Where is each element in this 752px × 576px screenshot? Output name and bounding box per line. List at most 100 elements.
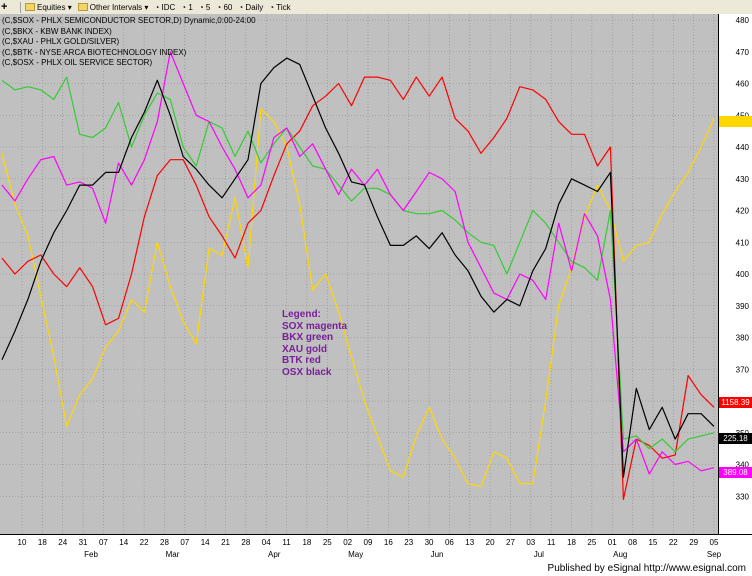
x-tick-label: 09 bbox=[364, 538, 373, 547]
legend-box-line: OSX black bbox=[282, 366, 332, 378]
legend-box-line: BTK red bbox=[282, 355, 321, 366]
interval-60-button[interactable]: ◔ 60 bbox=[215, 1, 233, 14]
x-tick-label: 03 bbox=[526, 538, 535, 547]
clock-icon: ◔ bbox=[154, 2, 160, 12]
interval-5-button[interactable]: ◔ 5 bbox=[198, 1, 212, 14]
equities-label: Equities bbox=[37, 2, 66, 12]
legend-annotation: Legend: SOX magenta BKX green XAU gold B… bbox=[282, 309, 347, 378]
y-tick-label: 430 bbox=[736, 175, 750, 184]
x-tick-label: 15 bbox=[648, 538, 657, 547]
clock-icon: ◔ bbox=[181, 2, 187, 12]
folder-icon bbox=[77, 3, 88, 11]
plot-area[interactable] bbox=[0, 14, 718, 534]
interval-1-button[interactable]: ◔ 1 bbox=[180, 1, 194, 14]
x-tick-label: 02 bbox=[343, 538, 352, 547]
legend-box-line: XAU gold bbox=[282, 343, 327, 355]
idc-button[interactable]: ◔ IDC bbox=[153, 1, 176, 14]
footer: Published by eSignal http://www.esignal.… bbox=[0, 562, 752, 576]
chevron-down-icon: ▾ bbox=[67, 2, 72, 12]
x-tick-label: 25 bbox=[587, 538, 596, 547]
price-tag-btk: 1158.39 bbox=[719, 397, 752, 408]
x-tick-label: 28 bbox=[160, 538, 169, 547]
x-tick-label: 14 bbox=[201, 538, 210, 547]
y-tick-label: 460 bbox=[736, 80, 750, 89]
x-month-label: May bbox=[348, 550, 363, 559]
other-intervals-dropdown[interactable]: Other Intervals ▾ bbox=[77, 1, 150, 14]
x-month-label: Feb bbox=[84, 550, 98, 559]
y-tick-label: 370 bbox=[736, 365, 750, 374]
price-tag-sox: 389.08 bbox=[719, 467, 752, 478]
y-axis-ticks: 3303403503603703803904004104204304404504… bbox=[736, 16, 750, 501]
x-tick-label: 14 bbox=[119, 538, 128, 547]
interval-5-label: 5 bbox=[205, 2, 211, 12]
series-line-btk bbox=[1, 76, 715, 500]
x-tick-label: 11 bbox=[282, 538, 291, 547]
y-tick-label: 410 bbox=[736, 238, 750, 247]
y-tick-label: 400 bbox=[736, 270, 750, 279]
x-tick-label: 30 bbox=[425, 538, 434, 547]
x-tick-label: 18 bbox=[567, 538, 576, 547]
interval-tick-label: Tick bbox=[276, 2, 291, 12]
x-tick-label: 20 bbox=[486, 538, 495, 547]
legend-sox: (C,$SOX - PHLX SEMICONDUCTOR SECTOR,D) D… bbox=[2, 16, 256, 25]
x-tick-label: 16 bbox=[384, 538, 393, 547]
x-month-label: Aug bbox=[613, 550, 627, 559]
toolbar-divider bbox=[20, 1, 21, 13]
clock-icon: ◔ bbox=[238, 2, 244, 12]
interval-daily-label: Daily bbox=[245, 2, 264, 12]
legend-xau: (C,$XAU - PHLX GOLD/SILVER) bbox=[2, 37, 120, 46]
y-tick-label: 450 bbox=[736, 111, 750, 120]
equities-dropdown[interactable]: Equities ▾ bbox=[24, 1, 73, 14]
legend-bkx: (C,$BKX - KBW BANK INDEX) bbox=[2, 26, 112, 36]
x-tick-label: 22 bbox=[669, 538, 678, 547]
x-month-label: Apr bbox=[268, 550, 281, 559]
x-axis-ticks: 10 18 24 31 07 14 22 28 07 14 21 28 04 11 18 25 02 09 16 23… bbox=[18, 538, 722, 559]
y-tick-label: 470 bbox=[736, 48, 750, 57]
interval-1-label: 1 bbox=[188, 2, 193, 12]
price-tag-xau: ■ bbox=[719, 116, 752, 127]
clock-icon: ◔ bbox=[216, 2, 222, 12]
x-tick-label: 08 bbox=[628, 538, 637, 547]
x-month-label: Jul bbox=[534, 550, 544, 559]
legend-osx: (C,$OSX - PHLX OIL SERVICE SECTOR) bbox=[2, 58, 153, 67]
x-tick-label: 01 bbox=[608, 538, 617, 547]
clock-icon: ◔ bbox=[198, 2, 204, 12]
series-line-osx bbox=[1, 57, 715, 478]
y-tick-label: 420 bbox=[736, 207, 750, 216]
publisher-credit: Published by eSignal http://www.esignal.… bbox=[547, 563, 746, 574]
x-tick-label: 23 bbox=[404, 538, 413, 547]
y-tick-label: 380 bbox=[736, 334, 750, 343]
x-tick-label: 18 bbox=[302, 538, 311, 547]
interval-daily-button[interactable]: ◔ Daily bbox=[237, 1, 264, 14]
chevron-down-icon: ▾ bbox=[144, 2, 149, 12]
intervals-label: Other Intervals bbox=[89, 2, 143, 12]
legend-box-title: Legend: bbox=[282, 309, 321, 320]
x-tick-label: 27 bbox=[506, 538, 515, 547]
idc-label: IDC bbox=[161, 2, 176, 12]
x-tick-label: 24 bbox=[58, 538, 67, 547]
x-tick-label: 07 bbox=[99, 538, 108, 547]
x-tick-label: 11 bbox=[547, 538, 556, 547]
plus-icon: + bbox=[1, 0, 8, 13]
toolbar: + Equities ▾ Other Intervals ▾ ◔ IDC ◔ 1… bbox=[0, 0, 752, 15]
x-month-label: Mar bbox=[166, 550, 180, 559]
x-tick-label: 06 bbox=[445, 538, 454, 547]
series-line-xau bbox=[1, 108, 715, 488]
x-tick-label: 29 bbox=[689, 538, 698, 547]
interval-tick-button[interactable]: ◔ Tick bbox=[268, 1, 291, 14]
new-chart-button[interactable]: + bbox=[0, 1, 13, 14]
clock-icon: ◔ bbox=[269, 2, 275, 12]
series-legend: (C,$SOX - PHLX SEMICONDUCTOR SECTOR,D) D… bbox=[2, 16, 256, 69]
y-tick-label: 390 bbox=[736, 302, 750, 311]
x-tick-label: 07 bbox=[180, 538, 189, 547]
x-tick-label: 13 bbox=[465, 538, 474, 547]
y-tick-label: 440 bbox=[736, 143, 750, 152]
folder-icon bbox=[25, 3, 35, 11]
x-tick-label: 10 bbox=[18, 538, 27, 547]
legend-box-line: BKX green bbox=[282, 332, 334, 343]
x-tick-label: 31 bbox=[79, 538, 88, 547]
legend-btk: (C,$BTK - NYSE ARCA BIOTECHNOLOGY INDEX) bbox=[2, 47, 187, 57]
y-tick-label: 330 bbox=[736, 492, 750, 501]
x-tick-label: 28 bbox=[241, 538, 250, 547]
y-tick-label: 340 bbox=[736, 461, 750, 470]
